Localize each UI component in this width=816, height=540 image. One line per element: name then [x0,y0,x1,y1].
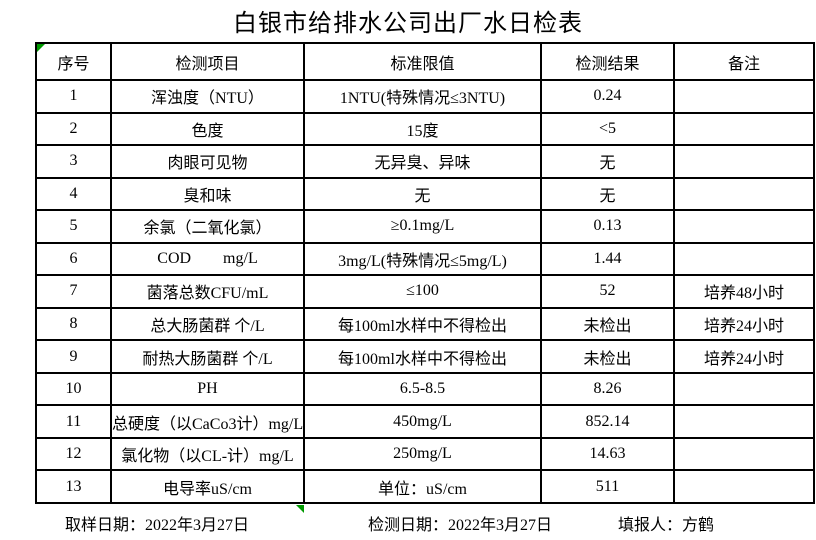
cell-serial[interactable]: 10 [35,371,112,407]
cell-serial[interactable]: 4 [35,176,112,212]
cell-result[interactable]: 8.26 [540,371,675,407]
table-body: 1 浑浊度（NTU） 1NTU(特殊情况≤3NTU) 0.24 2 色度 15度 <5 3 肉眼可… [35,79,815,504]
cell-serial[interactable]: 13 [35,469,112,504]
cell-item[interactable]: 电导率uS/cm [110,469,305,504]
header-cell-1[interactable]: 检测项目 [110,42,305,81]
cell-remark[interactable] [673,404,815,439]
cell-serial[interactable]: 12 [35,436,112,472]
table-row: 11 总硬度（以CaCo3计）mg/L 450mg/L 852.14 [35,404,815,439]
cell-serial[interactable]: 11 [35,404,112,439]
footer-test-date: 检测日期：2022年3月27日 [368,517,553,534]
table-header-row: 序号 检测项目 标准限值 检测结果 备注 [35,42,815,81]
cell-remark[interactable] [673,111,815,147]
header-cell-3[interactable]: 检测结果 [540,42,675,81]
footer-reporter: 填报人：方鹤 [618,517,715,534]
cell-item[interactable]: 氯化物（以CL-计）mg/L [110,436,305,472]
cell-remark[interactable]: 培养24小时 [673,339,815,374]
table-row: 7 菌落总数CFU/mL ≤100 52 培养48小时 [35,274,815,309]
cell-result[interactable]: 0.24 [540,79,675,114]
header-cell-4[interactable]: 备注 [673,42,815,81]
cell-standard[interactable]: ≤100 [303,274,542,309]
cell-standard[interactable]: 15度 [303,111,542,147]
table-row: 9 耐热大肠菌群 个/L 每100ml水样中不得检出 未检出 培养24小时 [35,339,815,374]
page-title: 白银市给排水公司出厂水日检表 [233,11,583,37]
cell-remark[interactable] [673,79,815,114]
cell-result[interactable]: 14.63 [540,436,675,472]
cell-note-green-triangle-bottom-icon [296,505,304,513]
cell-remark[interactable] [673,436,815,472]
cell-serial[interactable]: 9 [35,339,112,374]
inspection-table: 序号 检测项目 标准限值 检测结果 备注 1 浑浊度（NTU） 1NTU(特殊情况≤3NTU… [35,42,815,504]
cell-result[interactable]: <5 [540,111,675,147]
cell-item[interactable]: 色度 [110,111,305,147]
table-row: 10 PH 6.5-8.5 8.26 [35,371,815,407]
cell-remark[interactable] [673,144,815,179]
cell-item[interactable]: 浑浊度（NTU） [110,79,305,114]
table-row: 3 肉眼可见物 无异臭、异味无 [35,144,815,179]
cell-serial[interactable]: 3 [35,144,112,179]
header-cell-2[interactable]: 标准限值 [303,42,542,81]
cell-item[interactable]: 总硬度（以CaCo3计）mg/L [110,404,305,439]
cell-serial[interactable]: 6 [35,241,112,277]
cell-item[interactable]: 耐热大肠菌群 个/L [110,339,305,374]
table-row: 13 电导率uS/cm 单位：uS/cm 511 [35,469,815,504]
cell-remark[interactable] [673,176,815,212]
footer-sampling-date: 取样日期：2022年3月27日 [65,517,250,534]
cell-serial[interactable]: 5 [35,209,112,244]
cell-standard[interactable]: ≥0.1mg/L [303,209,542,244]
cell-result[interactable]: 无 [540,176,675,212]
table-row: 4 臭和味无无 [35,176,815,212]
cell-item[interactable]: 总大肠菌群 个/L [110,306,305,342]
table-row: 12 氯化物（以CL-计）mg/L 250mg/L 14.63 [35,436,815,472]
cell-standard[interactable]: 每100ml水样中不得检出 [303,306,542,342]
cell-item[interactable]: 余氯（二氧化氯） [110,209,305,244]
cell-remark[interactable] [673,241,815,277]
cell-standard[interactable]: 单位：uS/cm [303,469,542,504]
cell-result[interactable]: 511 [540,469,675,504]
cell-standard[interactable]: 1NTU(特殊情况≤3NTU) [303,79,542,114]
cell-item[interactable]: 肉眼可见物 [110,144,305,179]
cell-serial[interactable]: 1 [35,79,112,114]
cell-item[interactable]: PH [110,371,305,407]
cell-remark[interactable]: 培养48小时 [673,274,815,309]
cell-standard[interactable]: 6.5-8.5 [303,371,542,407]
cell-standard[interactable]: 3mg/L(特殊情况≤5mg/L) [303,241,542,277]
cell-serial[interactable]: 2 [35,111,112,147]
header-cell-0[interactable]: 序号 [35,42,112,81]
cell-result[interactable]: 1.44 [540,241,675,277]
cell-remark[interactable] [673,209,815,244]
table-row: 8 总大肠菌群 个/L 每100ml水样中不得检出 未检出 培养24小时 [35,306,815,342]
cell-item[interactable]: COD mg/L [110,241,305,277]
cell-item[interactable]: 臭和味 [110,176,305,212]
cell-standard[interactable]: 250mg/L [303,436,542,472]
cell-remark[interactable]: 培养24小时 [673,306,815,342]
table-row: 1 浑浊度（NTU） 1NTU(特殊情况≤3NTU) 0.24 [35,79,815,114]
cell-result[interactable]: 852.14 [540,404,675,439]
cell-result[interactable]: 无 [540,144,675,179]
table-row: 6 COD mg/L 3mg/L(特殊情况≤5mg/L) 1.44 [35,241,815,277]
table-row: 5 余氯（二氧化氯） ≥0.1mg/L 0.13 [35,209,815,244]
table-row: 2 色度 15度 <5 [35,111,815,147]
cell-standard[interactable]: 450mg/L [303,404,542,439]
cell-standard[interactable]: 无异臭、异味 [303,144,542,179]
cell-result[interactable]: 未检出 [540,306,675,342]
cell-result[interactable]: 未检出 [540,339,675,374]
cell-result[interactable]: 0.13 [540,209,675,244]
cell-standard[interactable]: 每100ml水样中不得检出 [303,339,542,374]
cell-standard[interactable]: 无 [303,176,542,212]
cell-item[interactable]: 菌落总数CFU/mL [110,274,305,309]
cell-serial[interactable]: 7 [35,274,112,309]
cell-serial[interactable]: 8 [35,306,112,342]
cell-remark[interactable] [673,371,815,407]
cell-remark[interactable] [673,469,815,504]
cell-result[interactable]: 52 [540,274,675,309]
